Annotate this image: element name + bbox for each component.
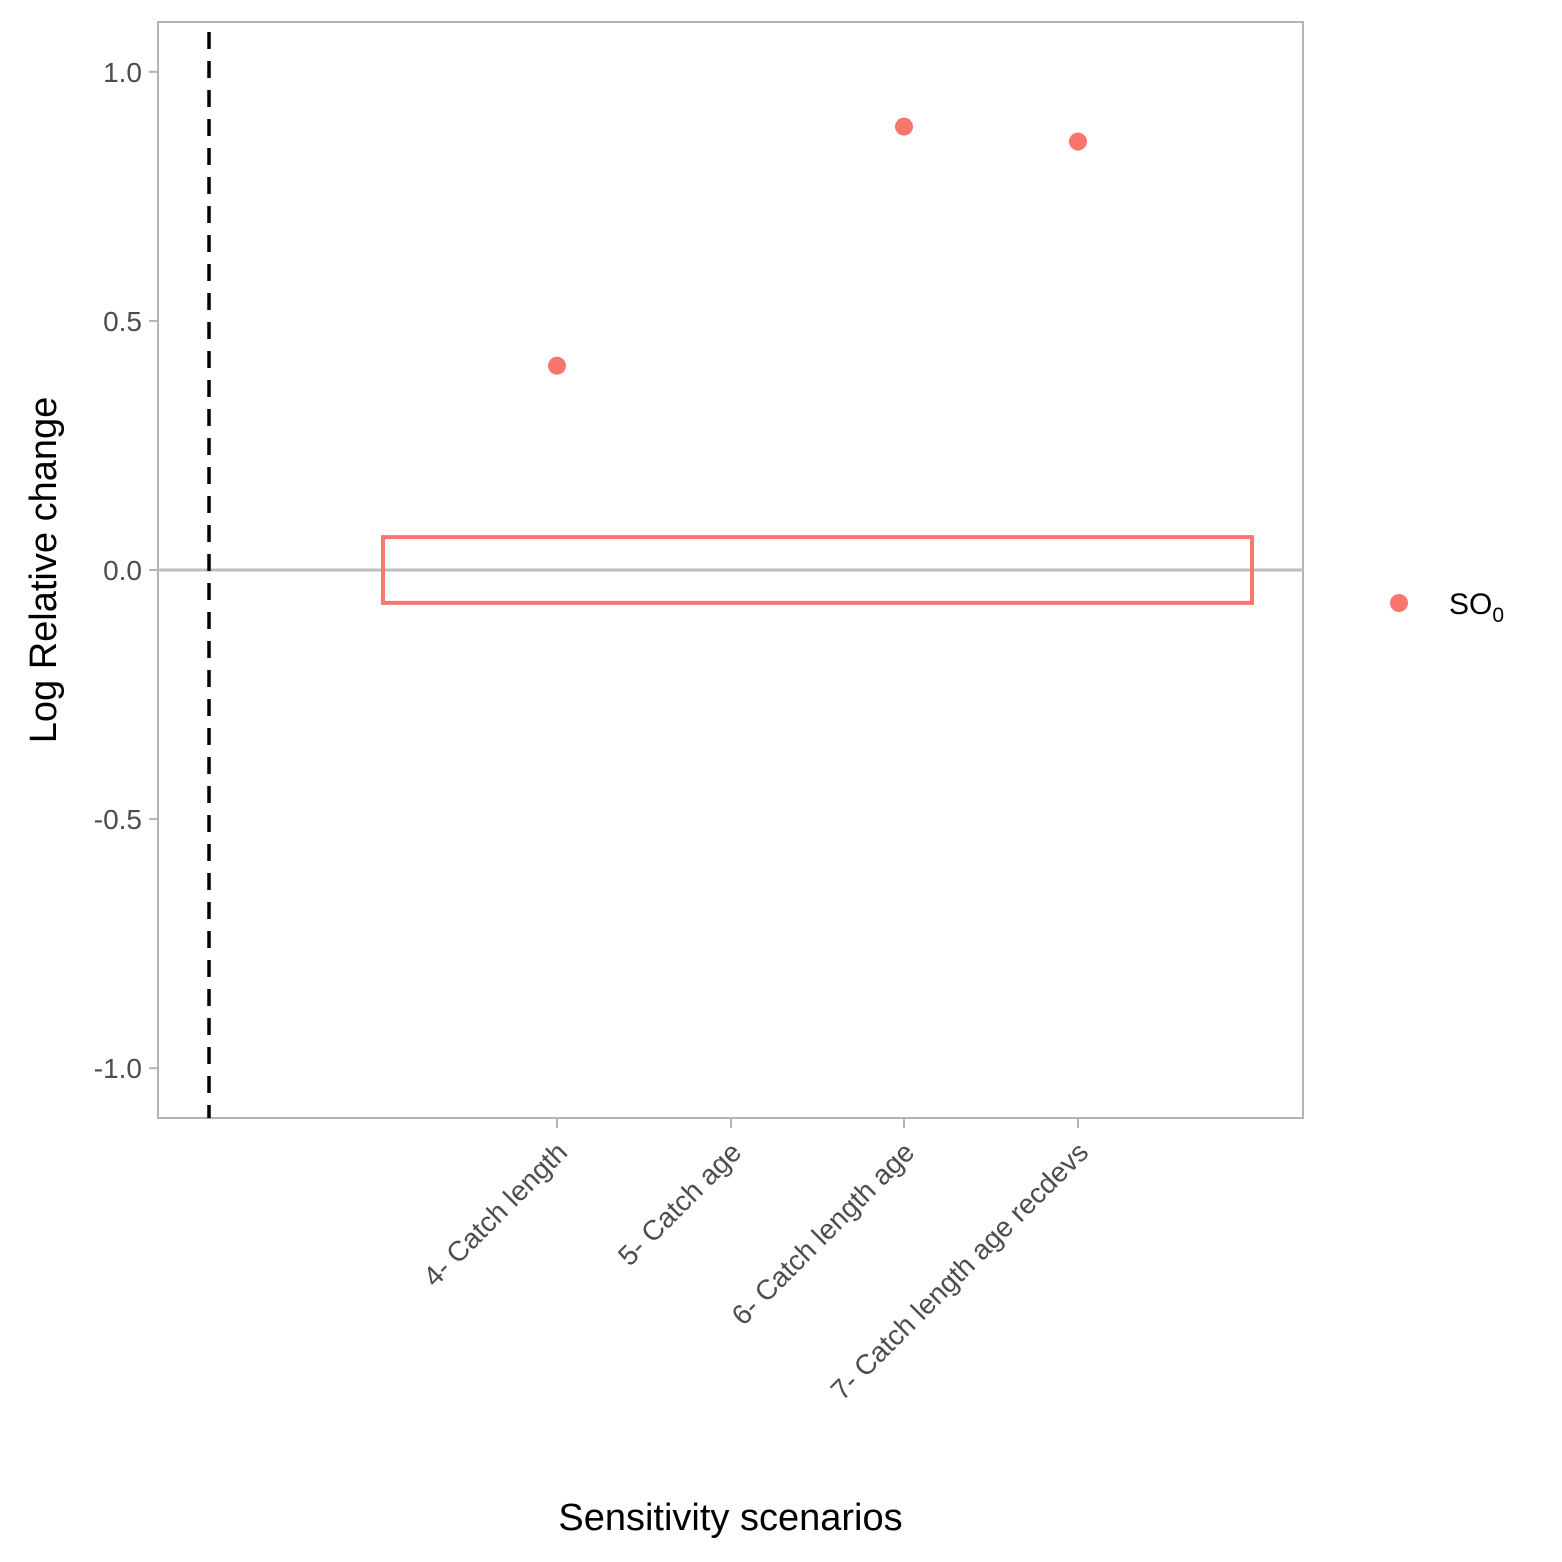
data-point	[1069, 132, 1087, 151]
y-tick-label: 1.0	[103, 57, 142, 88]
plot-panel	[157, 21, 1304, 1119]
y-tick-label: 0.0	[103, 555, 142, 586]
y-tick-label: -1.0	[94, 1053, 142, 1084]
x-tick-label: 4- Catch length	[417, 1136, 573, 1292]
y-tick-label: -0.5	[94, 804, 142, 835]
x-tick-label: 5- Catch age	[612, 1136, 747, 1271]
data-point	[548, 356, 566, 375]
interval-band	[381, 535, 1254, 605]
axes: 1.0 0.5 0.0 -0.5 -1.0 4- Catch length 5- Catch…	[94, 57, 1094, 1406]
data-point	[895, 117, 913, 136]
y-tick-label: 0.5	[103, 306, 142, 337]
data-marks	[548, 117, 1087, 375]
legend-label: SO0	[1449, 588, 1504, 627]
legend-key	[1390, 594, 1408, 612]
x-tick-label: 6- Catch length age	[726, 1136, 921, 1331]
legend: SO0	[1390, 588, 1504, 627]
y-axis-title: Log Relative change	[23, 397, 65, 743]
x-axis-title: Sensitivity scenarios	[558, 1497, 902, 1539]
